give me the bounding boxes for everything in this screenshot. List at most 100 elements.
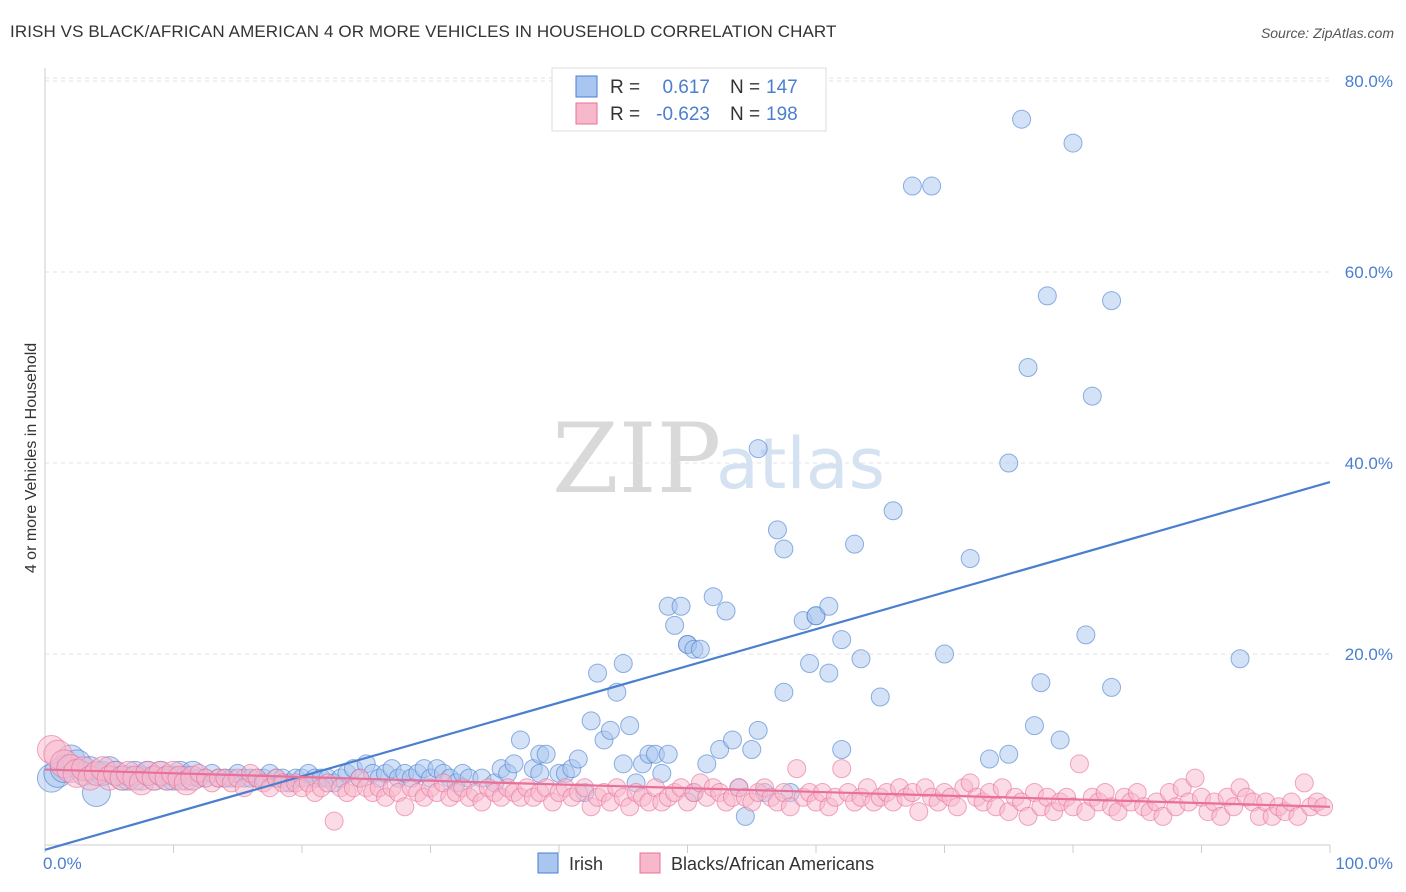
irish-point-128 [870,687,890,707]
irish-point-104 [703,587,723,607]
irish-point-119 [800,654,820,674]
black-point-173 [1153,806,1173,826]
stats-legend-box [551,67,827,132]
y-tick-label-3: 80.0% [1345,72,1393,91]
irish-point-141 [1037,286,1057,306]
stats-n-label-irish: N = [730,77,760,98]
black-point-115 [780,797,800,817]
irish-point-70 [504,754,524,774]
legend-swatch-black [575,102,598,125]
legend-label-irish: Irish [569,854,603,874]
irish-point-131 [922,176,942,196]
x-tick-label-0: 0.0% [43,854,82,873]
irish-point-137 [1012,109,1032,129]
irish-point-96 [665,615,685,635]
black-point-184 [1224,797,1244,817]
irish-point-123 [819,663,839,683]
black-point-160 [1069,754,1089,774]
irish-point-87 [613,754,633,774]
irish-point-130 [902,176,922,196]
trend-line-black [44,768,1331,808]
irish-point-122 [819,596,839,616]
black-point-152 [1018,806,1038,826]
irish-point-115 [774,539,794,559]
irish-point-111 [748,439,768,459]
tick-labels: 20.0% 40.0% 60.0% 80.0% 0.0% 100.0% [43,72,1393,873]
axes [44,68,1331,853]
irish-point-86 [613,654,633,674]
irish-point-145 [1082,386,1102,406]
irish-point-97 [671,596,691,616]
stats-n-label-black: N = [730,104,760,125]
irish-point-75 [536,744,556,764]
irish-point-147 [1102,677,1122,697]
black-point-178 [1185,768,1205,788]
irish-point-143 [1063,133,1083,153]
irish-point-105 [710,740,730,759]
x-tick-label-1: 100.0% [1335,854,1393,873]
irish-point-127 [851,649,871,669]
stats-legend: R = 0.617 N = 147 R = -0.623 N = 198 [551,67,827,132]
source-credit: Source: ZipAtlas.com [1260,25,1394,41]
black-point-182 [1211,806,1231,826]
chart-title: IRISH VS BLACK/AFRICAN AMERICAN 4 OR MOR… [10,22,837,41]
irish-point-144 [1076,625,1096,645]
stats-r-irish: 0.617 [662,77,710,98]
y-tick-label-2: 60.0% [1345,263,1393,282]
irish-point-140 [1031,673,1051,693]
series-legend: Irish Blacks/African Americans [537,852,874,874]
irish-point-146 [1102,291,1122,311]
grid-lines [45,77,1330,655]
trend-lines [44,481,1331,851]
black-point-83 [575,778,595,798]
irish-point-136 [999,453,1019,473]
irish-point-134 [979,749,999,769]
irish-point-79 [568,749,588,769]
stats-r-black: -0.623 [656,104,710,125]
black-point-141 [947,797,967,817]
irish-point-124 [832,630,852,650]
black-point-195 [1294,773,1314,793]
y-axis-label: 4 or more Vehicles in Household [23,343,40,573]
irish-point-114 [767,520,787,540]
stats-r-label-black: R = [610,104,640,125]
black-point-55 [395,797,415,817]
irish-point-121 [806,606,826,626]
irish-point-106 [716,601,736,621]
stats-n-black: 198 [766,104,798,125]
irish-point-116 [774,682,794,702]
irish-point-125 [832,740,852,759]
irish-point-139 [1024,716,1044,736]
stats-n-irish: 147 [766,77,798,98]
black-point-123 [832,759,852,779]
stats-r-label-irish: R = [610,77,640,98]
legend-swatch-irish [575,75,598,98]
legend-bottom-swatch-irish [537,852,559,874]
y-tick-label-1: 40.0% [1345,454,1393,473]
black-point-194 [1288,806,1308,826]
irish-point-107 [722,730,742,750]
black-point-135 [909,802,929,822]
black-point-116 [787,759,807,779]
irish-point-132 [935,644,954,664]
irish-point-138 [1018,358,1038,377]
irish-point-81 [581,711,601,731]
irish-point-94 [658,744,678,764]
irish-point-110 [742,740,762,759]
y-tick-label-0: 20.0% [1345,645,1393,664]
irish-point-148 [1230,649,1250,669]
series-blacks-african-americans [36,735,1334,831]
irish-point-88 [620,716,640,736]
irish-point-133 [960,549,980,568]
legend-bottom-swatch-black [639,852,661,874]
legend-label-black: Blacks/African Americans [671,854,874,874]
irish-point-112 [748,720,768,740]
trend-line-irish [44,481,1331,851]
irish-point-82 [588,663,608,683]
watermark-zip: ZIP [552,403,721,515]
irish-point-84 [600,720,620,740]
irish-point-102 [690,639,710,659]
black-point-44 [324,811,344,831]
irish-point-135 [999,744,1019,764]
